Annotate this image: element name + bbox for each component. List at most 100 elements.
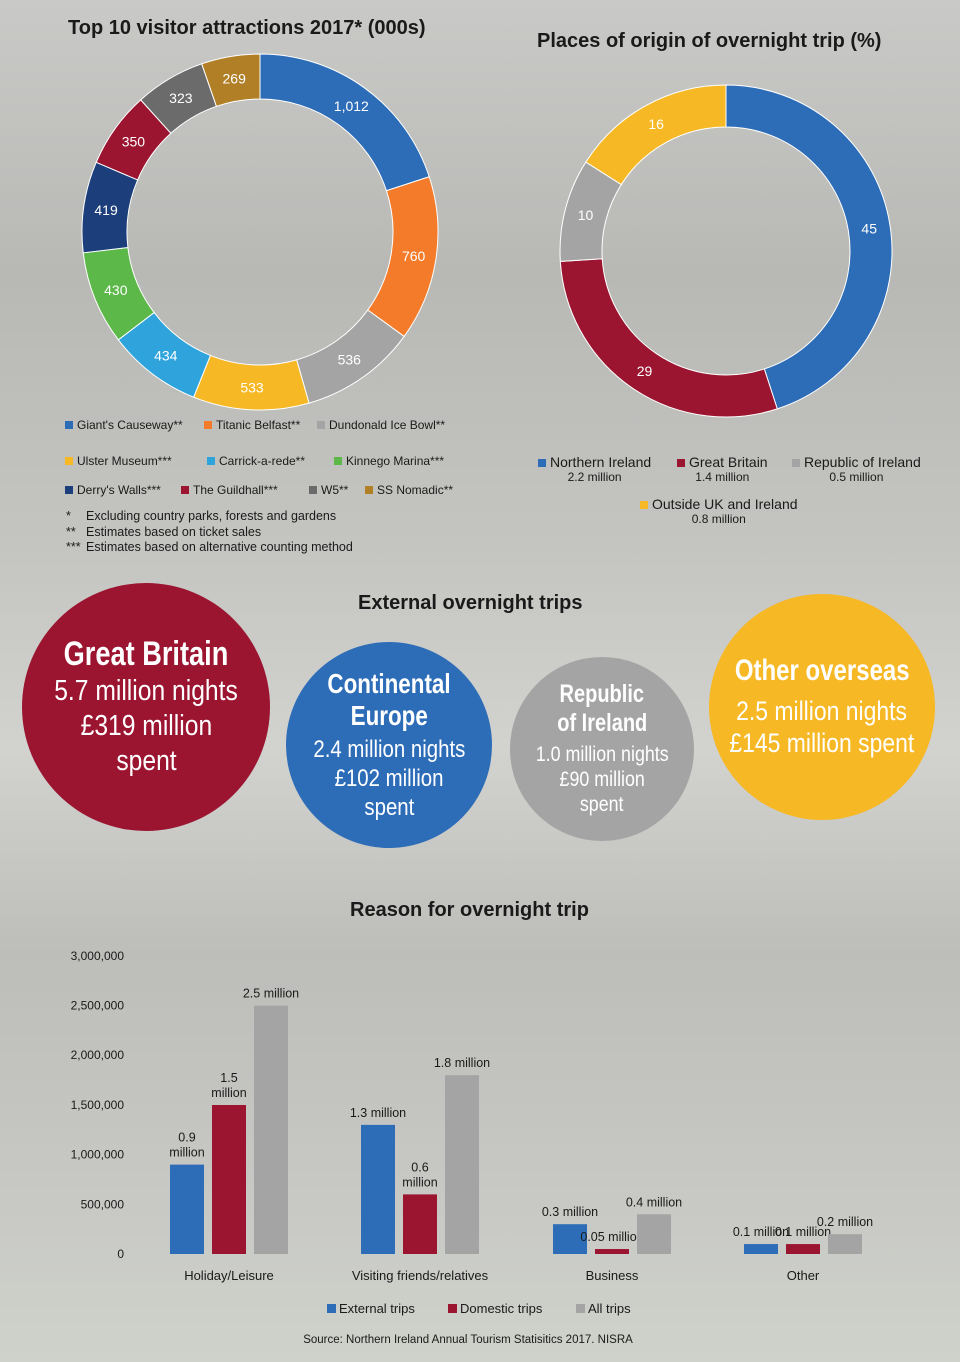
legend-label: W5** — [321, 483, 349, 497]
bubble-continental-europe: Continental Europe 2.4 million nights £1… — [286, 642, 492, 848]
y-tick-label: 1,500,000 — [71, 1098, 125, 1112]
bar-value-label: 0.2 million — [817, 1215, 873, 1229]
legend-label: Domestic trips — [460, 1301, 543, 1316]
legend-swatch — [65, 421, 73, 429]
legend-swatch — [365, 486, 373, 494]
bubble-republic-of-ireland: Republic of Ireland 1.0 million nights £… — [510, 657, 694, 841]
bar-value-label: 0.4 million — [626, 1195, 682, 1209]
donut-slice — [585, 84, 727, 186]
bar — [553, 1224, 587, 1254]
legend-label: Giant's Causeway** — [77, 418, 183, 432]
legend-item: Carrick-a-rede** — [207, 454, 305, 468]
legend-label: Ulster Museum*** — [77, 454, 172, 468]
legend-swatch — [448, 1304, 457, 1313]
legend-swatch — [65, 457, 73, 465]
slice-label: 45 — [861, 220, 877, 236]
bar — [786, 1244, 820, 1254]
bar-value-label: 2.5 million — [243, 987, 299, 1001]
y-tick-label: 1,000,000 — [71, 1148, 125, 1162]
legend-swatch — [317, 421, 325, 429]
bar — [254, 1005, 288, 1254]
legend-great-britain: Great Britain 1.4 million — [677, 454, 768, 484]
source-note: Source: Northern Ireland Annual Tourism … — [303, 1334, 633, 1346]
legend-item: Derry's Walls*** — [65, 483, 161, 497]
reason-title: Reason for overnight trip — [350, 899, 589, 921]
slice-label: 29 — [637, 363, 653, 379]
legend-label: Kinnego Marina*** — [346, 454, 445, 468]
legend-label: Derry's Walls*** — [77, 483, 161, 497]
legend-swatch — [309, 486, 317, 494]
legend-swatch — [327, 1304, 336, 1313]
legend-item: SS Nomadic** — [365, 483, 453, 497]
legend-label: External trips — [339, 1301, 415, 1316]
bar — [361, 1124, 395, 1254]
legend-swatch — [181, 486, 189, 494]
category-label: Holiday/Leisure — [184, 1268, 274, 1283]
footnote-1: * Excluding country parks, forests and ga… — [66, 509, 337, 523]
slice-label: 430 — [104, 282, 128, 298]
bar — [637, 1214, 671, 1254]
y-tick-label: 2,000,000 — [71, 1048, 125, 1062]
donut-slice — [201, 53, 261, 107]
bar — [445, 1075, 479, 1254]
legend-label: All trips — [588, 1301, 631, 1316]
legend-label: The Guildhall*** — [193, 483, 278, 497]
legend-item: Giant's Causeway** — [65, 418, 183, 432]
legend-item: W5** — [309, 483, 348, 497]
donut-slice — [559, 258, 778, 418]
footnote-2: ** Estimates based on ticket sales — [66, 525, 262, 539]
legend-outside-uk: Outside UK and Ireland 0.8 million — [640, 496, 798, 526]
y-tick-label: 500,000 — [81, 1197, 125, 1211]
slice-label: 269 — [223, 71, 247, 87]
category-label: Business — [586, 1268, 639, 1283]
attractions-title: Top 10 visitor attractions 2017* (000s) — [68, 17, 426, 39]
bar-value-label: 1.5 million — [211, 1071, 246, 1100]
legend-item: Kinnego Marina*** — [334, 454, 444, 468]
legend-label: Titanic Belfast** — [216, 418, 301, 432]
category-label: Other — [787, 1268, 820, 1283]
legend-item: The Guildhall*** — [181, 483, 278, 497]
bar-value-label: 1.8 million — [434, 1056, 490, 1070]
y-tick-label: 3,000,000 — [71, 949, 125, 963]
slice-label: 760 — [402, 248, 426, 264]
bar-value-label: 0.1 million — [775, 1225, 831, 1239]
slice-label: 350 — [122, 134, 146, 150]
donut-slice — [259, 53, 430, 192]
slice-label: 323 — [169, 90, 193, 106]
origin-title: Places of origin of overnight trip (%) — [537, 30, 882, 52]
legend-swatch — [576, 1304, 585, 1313]
slice-label: 434 — [154, 348, 178, 364]
bar — [403, 1194, 437, 1254]
legend-label: Carrick-a-rede** — [219, 454, 306, 468]
legend-item: Ulster Museum*** — [65, 454, 172, 468]
bar — [595, 1249, 629, 1254]
legend-swatch — [207, 457, 215, 465]
bar — [170, 1164, 204, 1254]
slice-label: 533 — [240, 379, 264, 395]
slice-label: 16 — [648, 116, 664, 132]
legend-label: Dundonald Ice Bowl** — [329, 418, 446, 432]
footnote-3: *** Estimates based on alternative counti… — [66, 540, 353, 554]
external-title: External overnight trips — [358, 592, 583, 614]
bar-value-label: 0.9 million — [169, 1131, 204, 1160]
bar — [828, 1234, 862, 1254]
reason-bar-chart: 0 500,000 1,000,000 1,500,000 2,000,000 2,500… — [71, 949, 874, 1316]
y-tick-label: 2,500,000 — [71, 999, 125, 1013]
slice-label: 536 — [338, 351, 362, 367]
bar-value-label: 0.05 million — [580, 1230, 643, 1244]
bar-value-label: 1.3 million — [350, 1106, 406, 1120]
bar — [212, 1105, 246, 1254]
bar-value-label: 0.6 million — [402, 1160, 437, 1189]
bar-value-label: 0.3 million — [542, 1205, 598, 1219]
legend-republic-of-ireland: Republic of Ireland 0.5 million — [792, 454, 921, 484]
legend-label: SS Nomadic** — [377, 483, 454, 497]
bar — [744, 1244, 778, 1254]
legend-item: Dundonald Ice Bowl** — [317, 418, 445, 432]
category-label: Visiting friends/relatives — [352, 1268, 489, 1283]
y-tick-label: 0 — [117, 1247, 124, 1261]
legend-northern-ireland: Northern Ireland 2.2 million — [538, 454, 651, 484]
slice-label: 419 — [94, 202, 118, 218]
slice-label: 10 — [578, 207, 594, 223]
bubble-other-overseas: Other overseas 2.5 million nights £145 m… — [709, 594, 935, 820]
donut-slice — [725, 84, 893, 410]
